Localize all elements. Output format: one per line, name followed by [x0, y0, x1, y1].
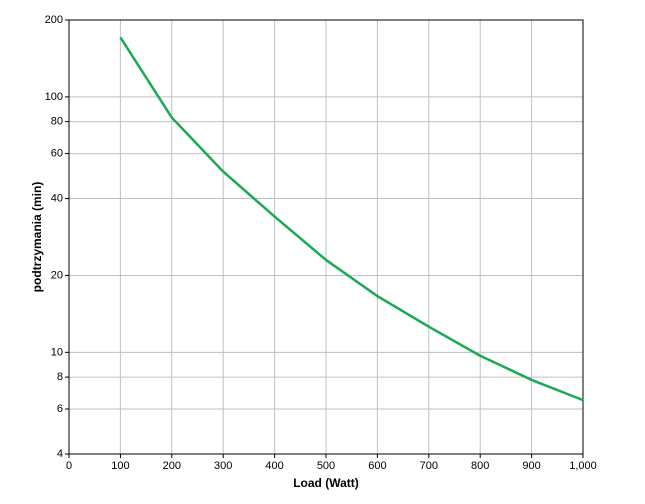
- x-tick-label: 400: [265, 460, 283, 472]
- data-line: [119, 36, 584, 402]
- y-tick-label: 100: [45, 91, 63, 103]
- x-tick-label: 600: [368, 460, 386, 472]
- x-tick-label: 200: [163, 460, 181, 472]
- x-tick-label: 700: [420, 460, 438, 472]
- x-tick-label: 0: [66, 460, 72, 472]
- y-tick-label: 80: [51, 116, 63, 128]
- x-tick-label: 300: [214, 460, 232, 472]
- x-axis-title: Load (Watt): [293, 476, 359, 490]
- x-tick-label: 800: [471, 460, 489, 472]
- y-tick-label: 6: [57, 403, 63, 415]
- x-tick-label: 1,000: [569, 460, 597, 472]
- x-tick-label: 900: [522, 460, 540, 472]
- y-axis-title: podtrzymania (min): [30, 182, 44, 293]
- y-tick-label: 10: [51, 346, 63, 358]
- y-tick-label: 200: [45, 14, 63, 26]
- x-tick-label: 100: [111, 460, 129, 472]
- y-tick-label: 4: [57, 448, 63, 460]
- y-tick-label: 20: [51, 269, 63, 281]
- x-tick-label: 500: [317, 460, 335, 472]
- y-tick-label: 8: [57, 371, 63, 383]
- y-tick-label: 40: [51, 192, 63, 204]
- plot-frame: [68, 19, 584, 455]
- y-tick-label: 60: [51, 147, 63, 159]
